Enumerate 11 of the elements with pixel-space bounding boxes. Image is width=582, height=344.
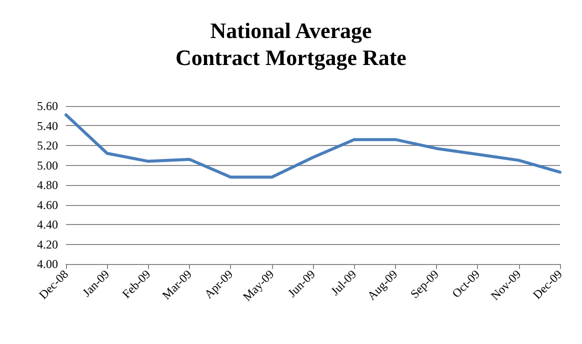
line-series bbox=[64, 113, 562, 179]
y-tick-label: 5.40 bbox=[37, 118, 58, 133]
y-tick-label: 4.40 bbox=[37, 218, 58, 232]
y-tick-label: 4.20 bbox=[37, 237, 58, 252]
chart-title: National Average Contract Mortgage Rate bbox=[176, 18, 407, 70]
y-tick-label: 4.60 bbox=[37, 198, 58, 212]
y-tick-label: 5.20 bbox=[37, 138, 58, 152]
y-tick-label: 4.80 bbox=[37, 178, 58, 192]
y-tick-label: 4.00 bbox=[37, 257, 58, 271]
y-tick-label: 5.60 bbox=[37, 99, 58, 113]
y-tick-label: 5.00 bbox=[37, 158, 58, 172]
